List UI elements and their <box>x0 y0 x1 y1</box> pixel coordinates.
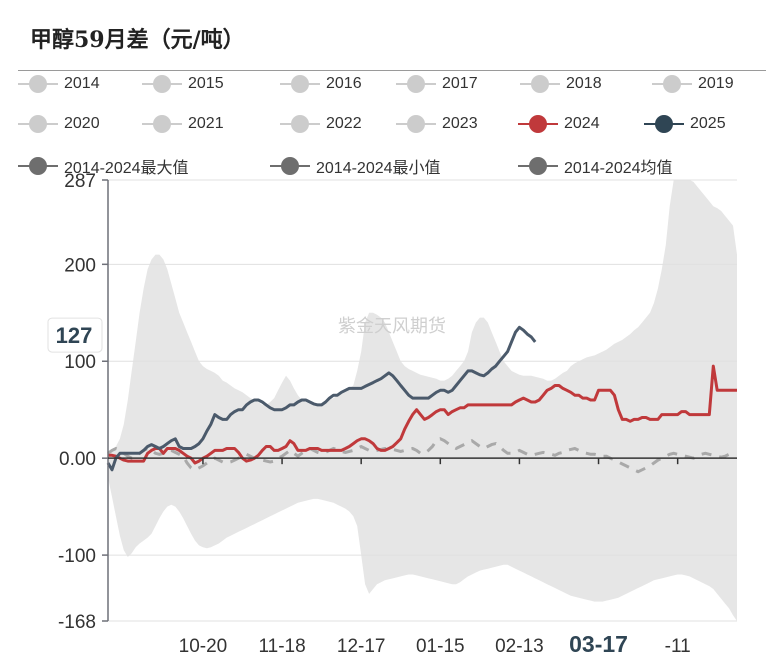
y-pointer-badge <box>47 317 103 353</box>
legend-item-2014-2024-13[interactable]: 2014-2024最小值 <box>270 154 441 178</box>
legend-label: 2020 <box>64 115 100 132</box>
legend-item-2015[interactable]: 2015 <box>142 74 224 94</box>
legend-symbol-icon <box>518 156 558 176</box>
legend-item-2022[interactable]: 2022 <box>280 114 362 134</box>
x-tick-label: -11 <box>665 636 691 657</box>
legend-label: 2015 <box>188 75 224 92</box>
legend-label: 2019 <box>698 75 734 92</box>
legend-label: 2017 <box>442 75 478 92</box>
x-tick-label: 03-17 <box>569 631 628 657</box>
legend-label: 2016 <box>326 75 362 92</box>
legend-symbol-icon <box>280 74 320 94</box>
watermark: 紫金天风期货 <box>338 316 446 336</box>
x-tick-label: 12-17 <box>337 636 386 657</box>
y-pointer-label: 127 <box>56 323 93 348</box>
series-line-2024 <box>108 364 737 465</box>
legend-symbol-icon <box>142 74 182 94</box>
y-tick-label: -100 <box>58 546 96 567</box>
legend-item-2023[interactable]: 2023 <box>396 114 478 134</box>
x-tick-label: 02-13 <box>495 636 544 657</box>
title-divider <box>18 70 766 71</box>
range-band <box>108 180 737 621</box>
legend-label: 2024 <box>564 115 600 132</box>
y-tick-label: -168 <box>58 612 96 633</box>
x-tick-label: 01-15 <box>416 636 465 657</box>
legend-symbol-icon <box>396 114 436 134</box>
legend-symbol-icon <box>520 74 560 94</box>
series-2025 <box>106 325 537 472</box>
max-min-band <box>108 180 737 621</box>
axes <box>102 179 737 622</box>
legend-label: 2023 <box>442 115 478 132</box>
legend-item-2021[interactable]: 2021 <box>142 114 224 134</box>
legend-item-2024[interactable]: 2024 <box>518 114 600 134</box>
legend-symbol-icon <box>142 114 182 134</box>
series-line-2025 <box>106 325 537 472</box>
y-tick-label: 200 <box>64 255 96 276</box>
y-tick-label: 100 <box>64 352 96 373</box>
legend-symbol-icon <box>18 156 58 176</box>
legend-symbol-icon <box>18 74 58 94</box>
legend-item-2018[interactable]: 2018 <box>520 74 602 94</box>
grid-lines <box>108 179 737 622</box>
legend-symbol-icon <box>518 114 558 134</box>
legend-label: 2014 <box>64 75 100 92</box>
legend-label: 2014-2024均值 <box>564 160 673 177</box>
legend-label: 2021 <box>188 115 224 132</box>
legend-symbol-icon <box>270 156 310 176</box>
legend-item-2020[interactable]: 2020 <box>18 114 100 134</box>
x-tick-label: 11-18 <box>258 636 305 657</box>
y-tick-label: 287 <box>64 171 96 192</box>
legend-item-2014-2024-14[interactable]: 2014-2024均值 <box>518 154 673 178</box>
legend-item-2016[interactable]: 2016 <box>280 74 362 94</box>
legend-item-2014[interactable]: 2014 <box>18 74 100 94</box>
legend-symbol-icon <box>280 114 320 134</box>
legend-symbol-icon <box>644 114 684 134</box>
chart-title: 甲醇59月差（元/吨） <box>30 27 245 53</box>
legend-label: 2022 <box>326 115 362 132</box>
legend-item-2025[interactable]: 2025 <box>644 114 726 134</box>
series-2024 <box>108 364 737 465</box>
legend-label: 2018 <box>566 75 602 92</box>
legend-symbol-icon <box>396 74 436 94</box>
average-line <box>107 437 730 474</box>
axis-labels: 287 200 100 0.00 -100 -168 10-20 11-18 12-17 01-1… <box>47 171 691 657</box>
legend-item-2019[interactable]: 2019 <box>652 74 734 94</box>
legend-item-2014-2024-12[interactable]: 2014-2024最大值 <box>18 154 189 178</box>
y-tick-label: 0.00 <box>59 449 96 470</box>
legend-label: 2025 <box>690 115 726 132</box>
legend-symbol-icon <box>18 114 58 134</box>
x-tick-label: 10-20 <box>179 636 228 657</box>
legend-label: 2014-2024最小值 <box>316 160 441 177</box>
avg-line <box>107 437 730 474</box>
legend-symbol-icon <box>652 74 692 94</box>
legend-item-2017[interactable]: 2017 <box>396 74 478 94</box>
legend-label: 2014-2024最大值 <box>64 160 189 177</box>
